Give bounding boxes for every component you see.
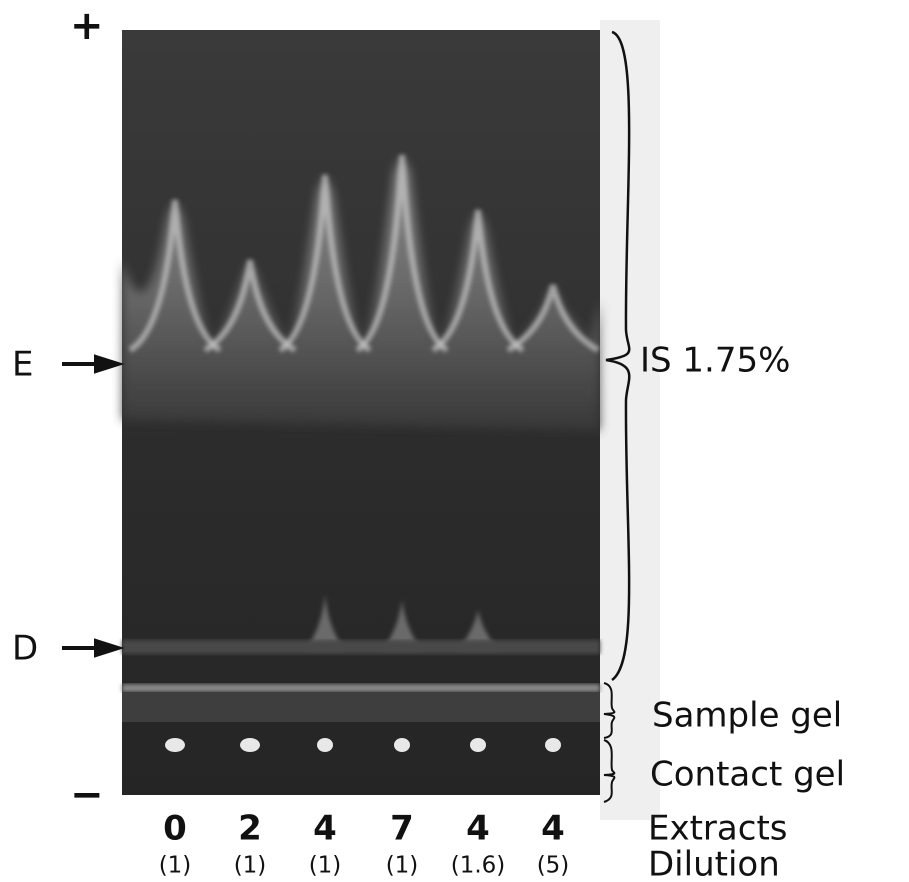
contact-gel-label: Contact gel xyxy=(650,755,845,795)
arrow xyxy=(62,354,125,374)
cathode-label: − xyxy=(70,772,104,818)
dilution-value: (1) xyxy=(159,853,192,879)
dilution-value: (5) xyxy=(537,853,570,879)
arrow xyxy=(62,638,125,658)
extract-label: 2 xyxy=(238,809,262,849)
brace xyxy=(603,739,616,803)
well xyxy=(545,738,561,752)
wells xyxy=(165,738,561,752)
anode-label: + xyxy=(70,3,104,49)
precipitate-band xyxy=(122,154,600,650)
d-band xyxy=(122,640,600,654)
marker-d: D xyxy=(12,629,38,669)
extract-label: 7 xyxy=(390,809,414,849)
well xyxy=(470,738,486,752)
rocket-arc xyxy=(431,209,525,353)
extract-label: 4 xyxy=(313,809,337,849)
extract-label: 4 xyxy=(541,809,565,849)
extract-label: 4 xyxy=(466,809,490,849)
brace xyxy=(603,682,616,739)
marker-e: E xyxy=(12,345,33,385)
dilution-value: (1) xyxy=(386,853,419,879)
dilution-value: (1.6) xyxy=(451,853,506,879)
separation-gel-label: IS 1.75% xyxy=(640,341,790,381)
rocket-arc xyxy=(128,199,222,353)
dilution-value: (1) xyxy=(309,853,342,879)
well xyxy=(394,738,410,752)
rocket-d xyxy=(382,600,422,650)
rocket-d xyxy=(305,595,345,650)
sample-gel-label: Sample gel xyxy=(652,696,842,736)
rocket-arc xyxy=(355,154,449,353)
sample-gel-line xyxy=(122,684,600,692)
brace xyxy=(605,30,631,682)
dilution-value: (1) xyxy=(234,853,267,879)
dilution-label: Dilution xyxy=(648,845,780,882)
well xyxy=(317,738,333,752)
rocket-arc xyxy=(203,259,297,353)
sample-gel xyxy=(122,692,600,722)
rocket-arc xyxy=(278,174,372,353)
extract-label: 0 xyxy=(163,809,187,849)
well xyxy=(240,738,260,752)
extracts-label: Extracts xyxy=(648,809,788,849)
well xyxy=(165,738,185,752)
rocket-arc xyxy=(506,284,600,353)
